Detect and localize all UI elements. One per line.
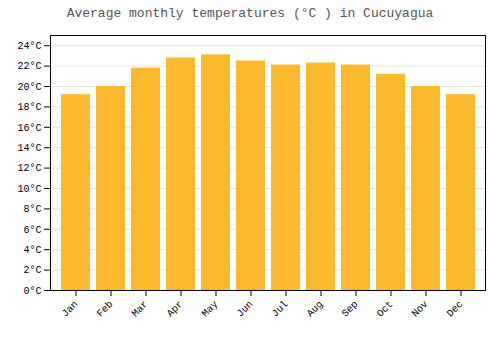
svg-text:Jun: Jun [235,299,256,320]
svg-text:2°C: 2°C [23,265,41,276]
svg-text:Jan: Jan [60,299,81,320]
svg-text:18°C: 18°C [17,102,41,113]
svg-text:Apr: Apr [165,299,186,320]
svg-text:Jul: Jul [270,299,291,320]
svg-text:22°C: 22°C [17,61,41,72]
svg-text:Aug: Aug [305,299,326,320]
svg-text:24°C: 24°C [17,41,41,52]
svg-text:Feb: Feb [95,299,116,320]
svg-text:10°C: 10°C [17,184,41,195]
svg-text:Nov: Nov [410,299,431,320]
svg-text:Oct: Oct [375,299,396,320]
svg-text:May: May [200,299,221,320]
svg-text:6°C: 6°C [23,225,41,236]
svg-text:Mar: Mar [130,299,151,320]
svg-text:8°C: 8°C [23,204,41,215]
svg-text:14°C: 14°C [17,143,41,154]
svg-text:16°C: 16°C [17,123,41,134]
html-text:Average monthly temperatures (: Average monthly temperatures (°C ) in Cu… [66,6,434,21]
svg-text:Dec: Dec [445,299,466,320]
svg-text:12°C: 12°C [17,163,41,174]
svg-text:4°C: 4°C [23,245,41,256]
svg-text:20°C: 20°C [17,82,41,93]
svg-text:Sep: Sep [340,299,361,320]
svg-text:0°C: 0°C [23,286,41,297]
